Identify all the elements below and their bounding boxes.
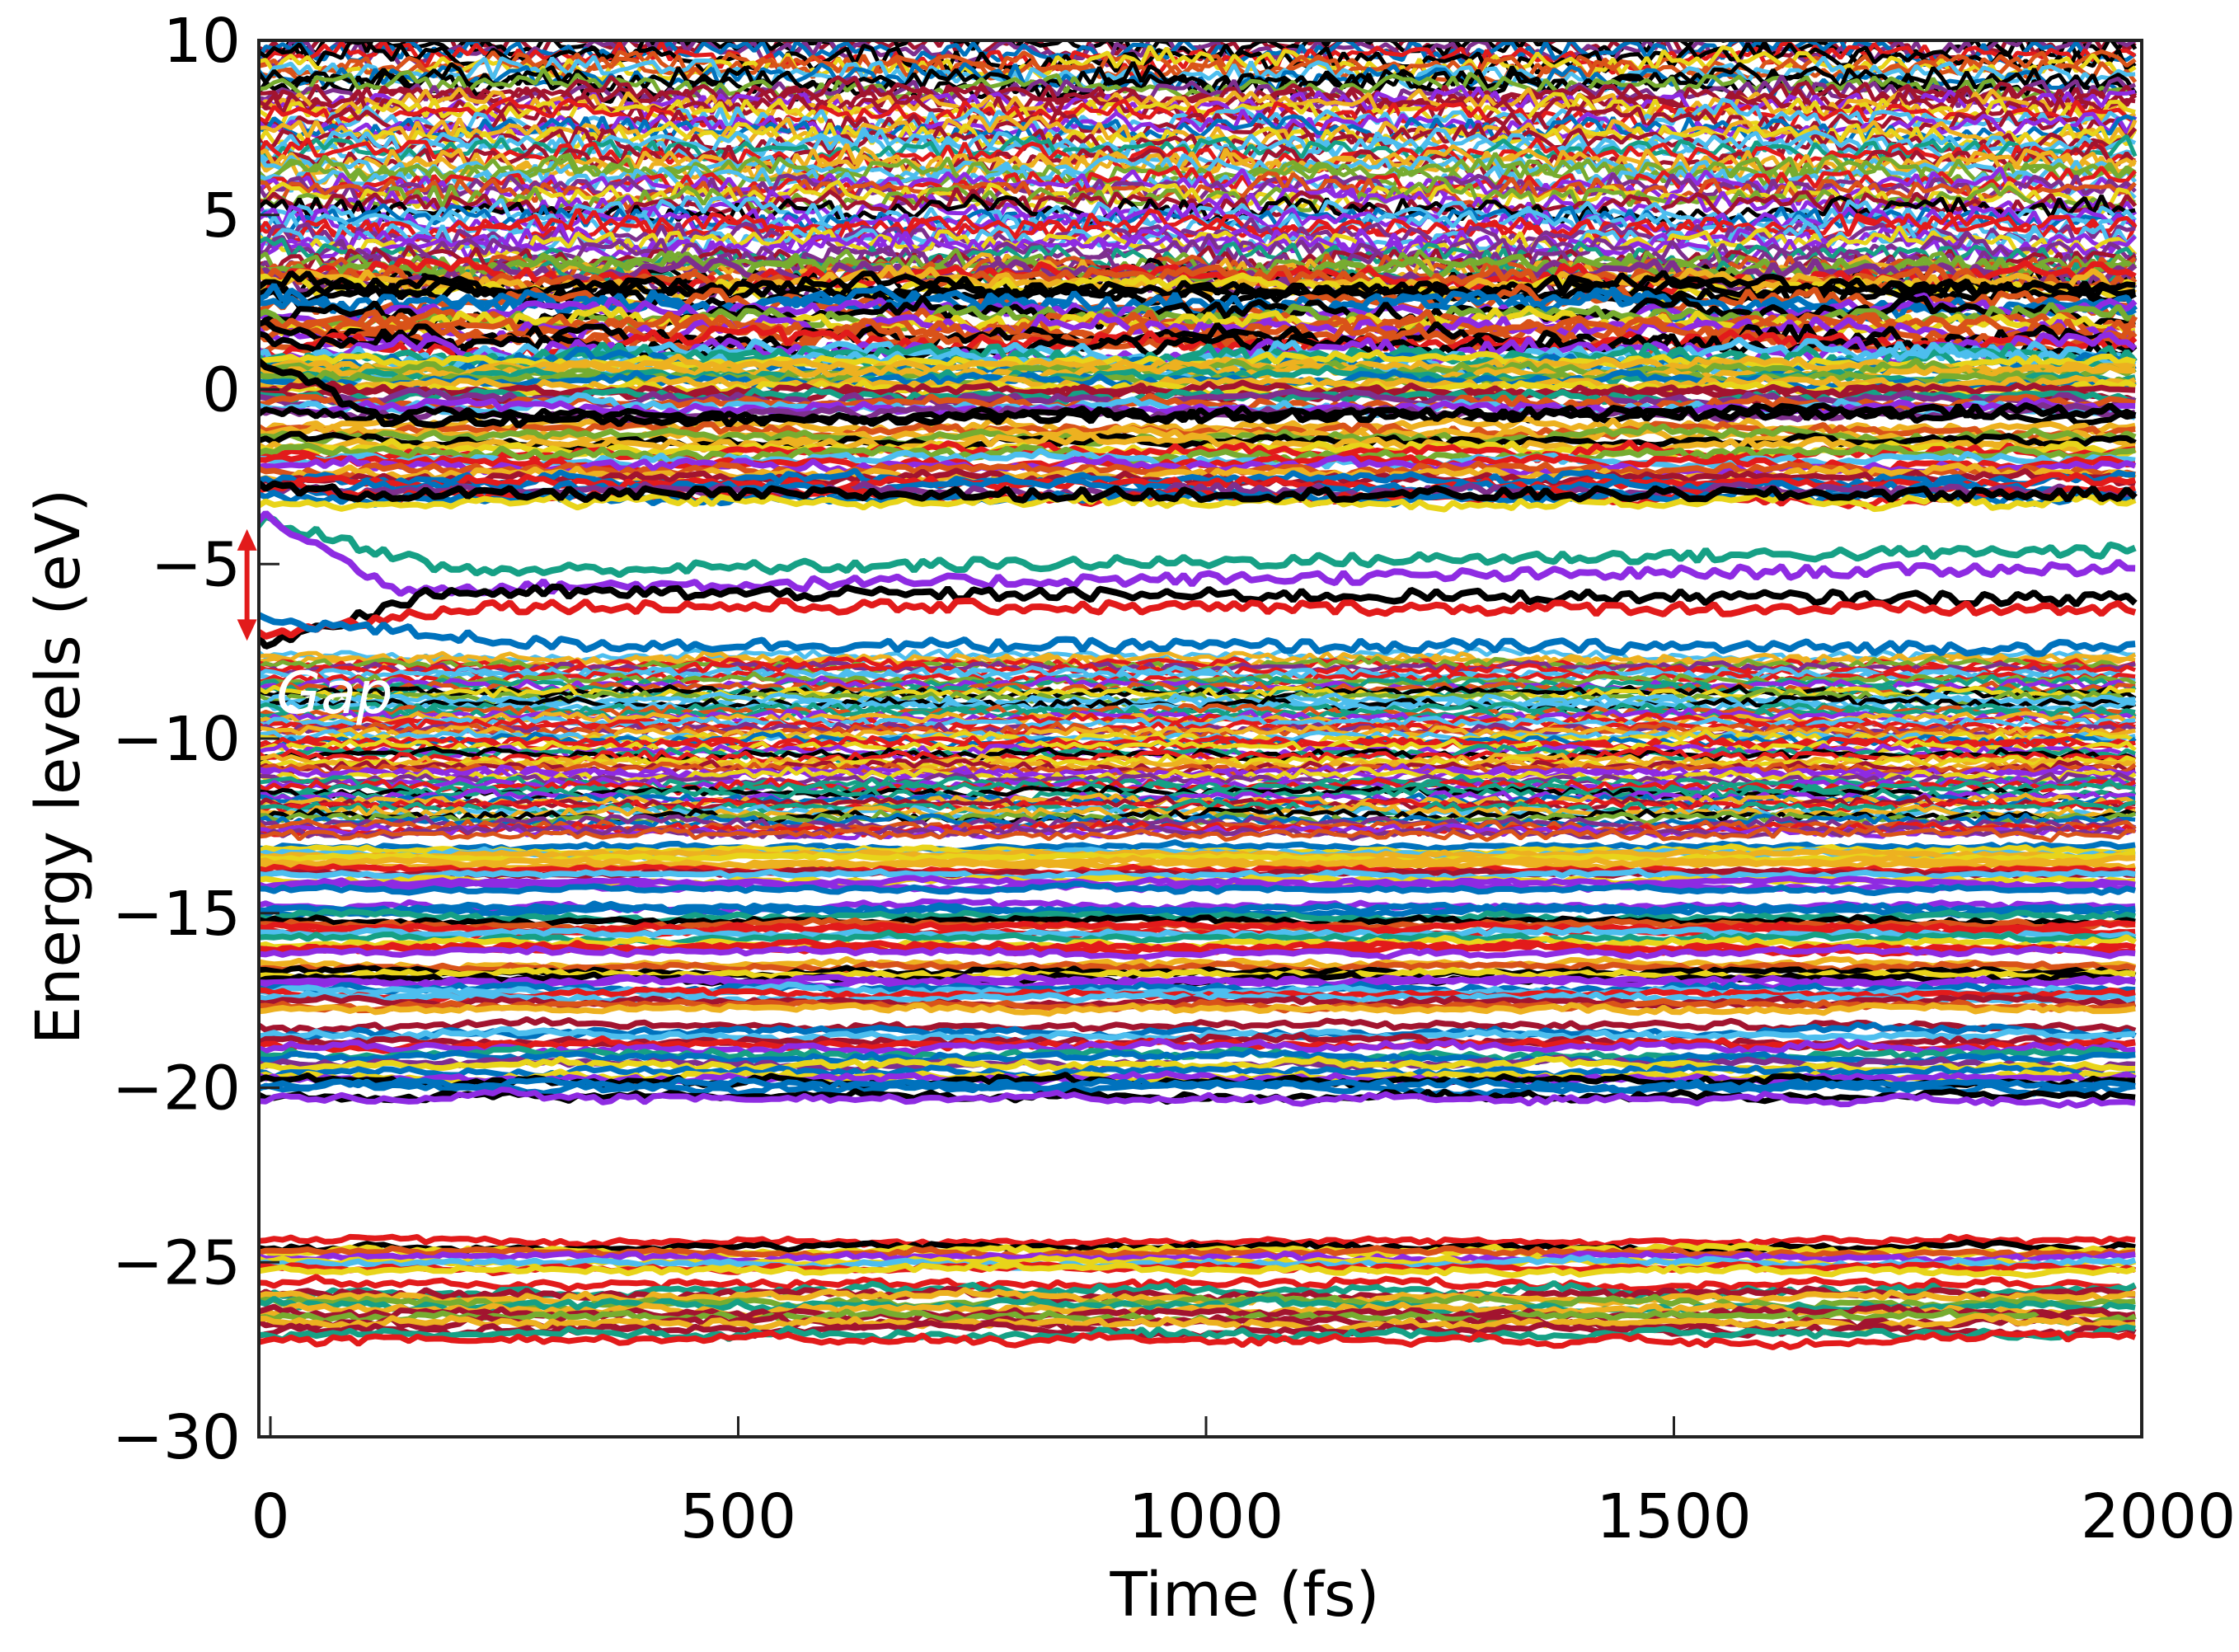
energy-level-trace (260, 1313, 2136, 1335)
energy-level-trace (260, 1055, 2136, 1074)
y-tick-label: −25 (112, 1227, 241, 1298)
energy-level-trace (260, 1250, 2136, 1265)
energy-level-trace (260, 990, 2136, 1006)
y-axis-label: Energy levels (eV) (23, 489, 94, 1045)
energy-level-trace (260, 583, 2138, 650)
energy-level-trace (260, 597, 2137, 640)
energy-level-trace (260, 1329, 2137, 1350)
annotations: Gap (237, 528, 393, 727)
y-tick-label: 0 (202, 355, 241, 426)
energy-level-trace (260, 787, 2136, 806)
y-tick-label: −5 (151, 529, 241, 600)
x-tick-label: 1500 (1596, 1481, 1751, 1552)
energy-level-trace (260, 431, 2136, 458)
energy-level-trace (260, 490, 2137, 513)
energy-level-trace (260, 1295, 2136, 1316)
energy-level-trace (260, 1002, 2136, 1017)
x-tick-label: 0 (251, 1481, 289, 1552)
plot-traces (260, 41, 2138, 1350)
energy-level-trace (260, 1260, 2137, 1279)
x-tick-label: 2000 (2081, 1481, 2236, 1552)
energy-level-trace (260, 1048, 2136, 1067)
energy-level-trace (260, 1086, 2136, 1109)
energy-level-trace (260, 513, 2137, 578)
energy-level-trace (260, 479, 2138, 504)
energy-level-trace (260, 1245, 2136, 1261)
energy-level-trace (260, 1037, 2136, 1058)
y-tick-label: −20 (112, 1054, 241, 1124)
energy-level-trace (260, 1016, 2137, 1035)
energy-level-trace (260, 717, 2136, 737)
energy-level-trace (260, 711, 2137, 731)
energy-level-trace (260, 753, 2136, 771)
energy-level-trace (260, 929, 2137, 946)
energy-level-trace (260, 180, 2138, 214)
energy-level-trace (260, 1274, 2137, 1293)
energy-level-trace (260, 863, 2136, 877)
energy-level-trace (260, 612, 2136, 657)
energy-level-trace (260, 1233, 2136, 1249)
energy-level-trace (260, 745, 2136, 766)
energy-level-trace (260, 944, 2136, 961)
energy-level-trace (260, 123, 2137, 158)
energy-level-trace (260, 92, 2136, 131)
energy-level-trace (260, 353, 2136, 378)
energy-level-trace (260, 761, 2137, 777)
y-axis-ticks: 10 5 0 −5 −10 −15 −20 −25 −30 (112, 6, 279, 1473)
x-tick-label: 1000 (1129, 1481, 1284, 1552)
energy-level-trace (260, 225, 2137, 259)
y-tick-label: 10 (163, 6, 241, 77)
energy-level-trace (260, 1324, 2136, 1344)
x-axis-label: Time (fs) (1110, 1560, 1380, 1631)
energy-level-trace (260, 467, 2136, 493)
energy-level-trace (260, 825, 2136, 843)
energy-level-trace (260, 981, 2136, 997)
energy-level-trace (260, 45, 2137, 83)
energy-level-trace (260, 797, 2136, 815)
y-tick-label: −15 (112, 879, 241, 950)
y-tick-label: −30 (112, 1402, 241, 1473)
energy-level-trace (260, 738, 2137, 758)
energy-level-trace (260, 960, 2137, 975)
energy-level-trace (260, 903, 2136, 919)
energy-level-trace (260, 875, 2136, 890)
energy-level-trace (260, 203, 2137, 235)
x-axis-ticks: 0 500 1000 1500 2000 (251, 1416, 2236, 1552)
energy-level-trace (260, 510, 2136, 597)
gap-double-arrow-icon (237, 528, 257, 641)
energy-level-trace (260, 822, 2136, 842)
energy-level-trace (260, 374, 2137, 395)
y-tick-label: 5 (202, 181, 241, 251)
energy-level-trace (260, 137, 2136, 174)
y-tick-label: −10 (112, 704, 241, 775)
energy-level-trace (260, 357, 2136, 429)
energy-level-trace (260, 68, 2137, 104)
energy-level-trace (260, 1078, 2136, 1098)
energy-level-trace (260, 41, 2137, 71)
energy-level-trace (260, 880, 2136, 896)
energy-level-trace (260, 1287, 2136, 1307)
gap-label: Gap (276, 659, 393, 727)
energy-level-trace (260, 867, 2136, 883)
x-tick-label: 500 (680, 1481, 796, 1552)
energy-level-trace (260, 798, 2136, 818)
energy-level-trace (260, 675, 2136, 694)
energy-level-trace (260, 54, 2138, 86)
energy-level-trace (260, 779, 2136, 797)
